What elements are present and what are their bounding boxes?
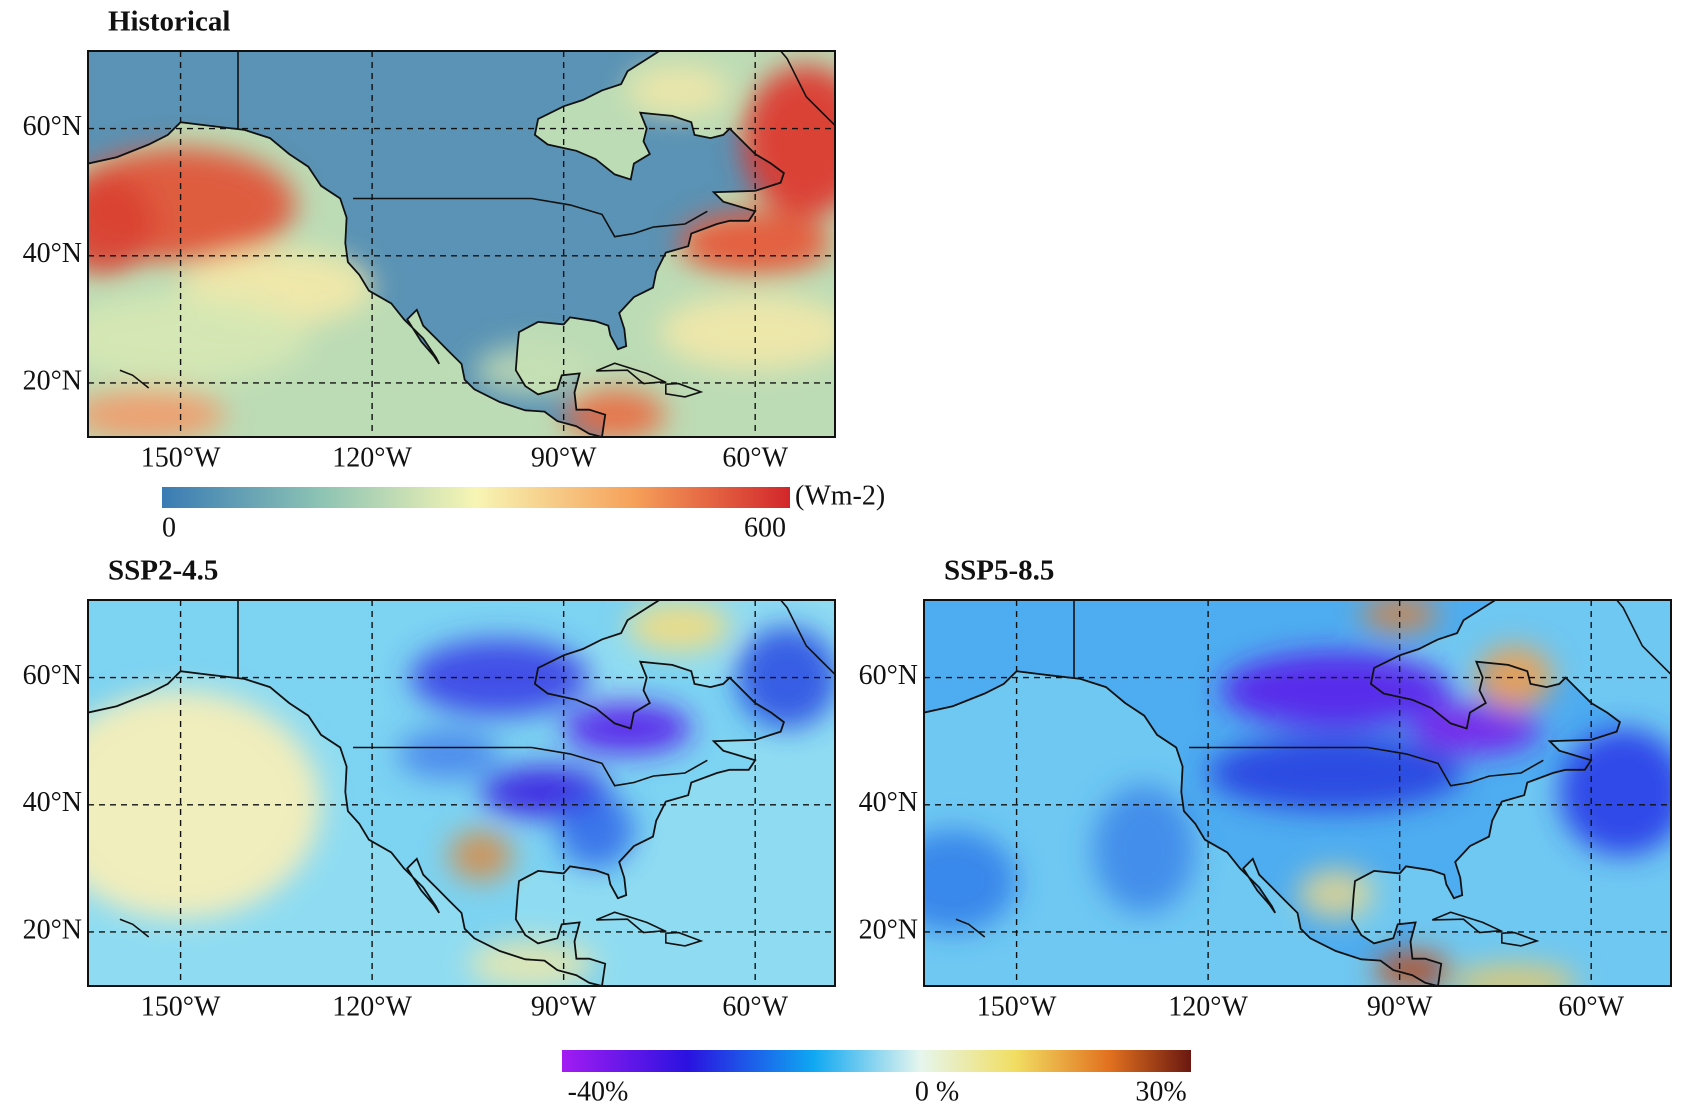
lon-label: 120°W bbox=[332, 442, 412, 473]
map-panel bbox=[88, 600, 835, 986]
field-blob bbox=[627, 601, 730, 653]
map-frame bbox=[87, 599, 836, 987]
lat-label: 60°N bbox=[23, 111, 82, 142]
coastline bbox=[119, 918, 150, 938]
colorbar-label: -40% bbox=[568, 1076, 629, 1107]
field-blob bbox=[448, 830, 513, 882]
field-blob bbox=[1412, 703, 1541, 754]
field-blob bbox=[397, 728, 500, 780]
field-blob bbox=[1450, 963, 1579, 986]
lat-label: 40°N bbox=[23, 238, 82, 269]
field-blob bbox=[1559, 728, 1671, 856]
colorbar-change bbox=[562, 1050, 1191, 1072]
coastline bbox=[88, 600, 785, 986]
field-blob bbox=[563, 389, 666, 437]
lat-label: 60°N bbox=[859, 660, 918, 691]
field-blob bbox=[1208, 734, 1464, 812]
land bbox=[88, 600, 784, 986]
coastline bbox=[595, 911, 668, 934]
coastline bbox=[664, 931, 704, 947]
field-blob bbox=[474, 344, 590, 396]
coastline bbox=[664, 382, 704, 398]
panel-title: SSP5-8.5 bbox=[944, 555, 1054, 587]
field-blob bbox=[1297, 868, 1375, 920]
lat-label: 60°N bbox=[23, 660, 82, 691]
map-frame bbox=[923, 599, 1672, 987]
coastline bbox=[353, 197, 708, 238]
coastline bbox=[1501, 931, 1540, 947]
lat-label: 20°N bbox=[859, 914, 918, 945]
lon-label: 90°W bbox=[531, 991, 597, 1022]
coastline bbox=[780, 51, 835, 126]
map-panel bbox=[924, 600, 1671, 986]
field-blob bbox=[88, 690, 321, 920]
field-blob bbox=[88, 293, 309, 383]
field-blob bbox=[659, 293, 835, 371]
coastline bbox=[955, 918, 986, 938]
coastline bbox=[1431, 911, 1504, 934]
lat-label: 40°N bbox=[859, 787, 918, 818]
coastline bbox=[595, 362, 668, 385]
colorbar-label: 0 bbox=[162, 512, 176, 543]
coastline bbox=[1189, 746, 1544, 787]
lon-label: 60°W bbox=[1558, 991, 1624, 1022]
colorbar-label: 0 % bbox=[915, 1076, 959, 1107]
lat-label: 40°N bbox=[23, 787, 82, 818]
field-blob bbox=[1220, 652, 1451, 729]
coastline bbox=[88, 51, 785, 437]
lon-label: 90°W bbox=[531, 442, 597, 473]
lat-label: 20°N bbox=[23, 365, 82, 396]
lat-label: 20°N bbox=[23, 914, 82, 945]
lon-label: 90°W bbox=[1367, 991, 1433, 1022]
field-blob bbox=[627, 64, 730, 116]
lon-label: 120°W bbox=[332, 991, 412, 1022]
field-blob bbox=[88, 173, 156, 275]
coastline bbox=[119, 369, 150, 389]
field-blob bbox=[742, 65, 835, 218]
field-blob bbox=[924, 830, 1017, 932]
lon-label: 150°W bbox=[141, 991, 221, 1022]
panel-title: SSP2-4.5 bbox=[108, 555, 218, 587]
coastline bbox=[1616, 600, 1671, 675]
field-blob bbox=[1093, 785, 1196, 913]
lon-label: 150°W bbox=[977, 991, 1057, 1022]
field-blob bbox=[88, 389, 226, 437]
lon-label: 60°W bbox=[722, 442, 788, 473]
lon-label: 150°W bbox=[141, 442, 221, 473]
colorbar-label: 600 bbox=[744, 512, 786, 543]
panel-title: Historical bbox=[108, 6, 230, 38]
lon-label: 120°W bbox=[1168, 991, 1248, 1022]
field-blob bbox=[1476, 645, 1553, 710]
coastline bbox=[353, 746, 708, 787]
coastline bbox=[924, 600, 1621, 986]
colorbar-label: 30% bbox=[1135, 1076, 1186, 1107]
land bbox=[88, 51, 784, 437]
field-blob bbox=[563, 703, 692, 754]
map-frame bbox=[87, 50, 836, 438]
colorbar-unit: (Wm-2) bbox=[795, 480, 885, 511]
map-panel bbox=[88, 51, 835, 437]
field-blob bbox=[557, 792, 634, 869]
coastline bbox=[780, 600, 835, 675]
lon-label: 60°W bbox=[722, 991, 788, 1022]
colorbar-historical bbox=[162, 487, 790, 508]
field-blob bbox=[467, 938, 596, 986]
